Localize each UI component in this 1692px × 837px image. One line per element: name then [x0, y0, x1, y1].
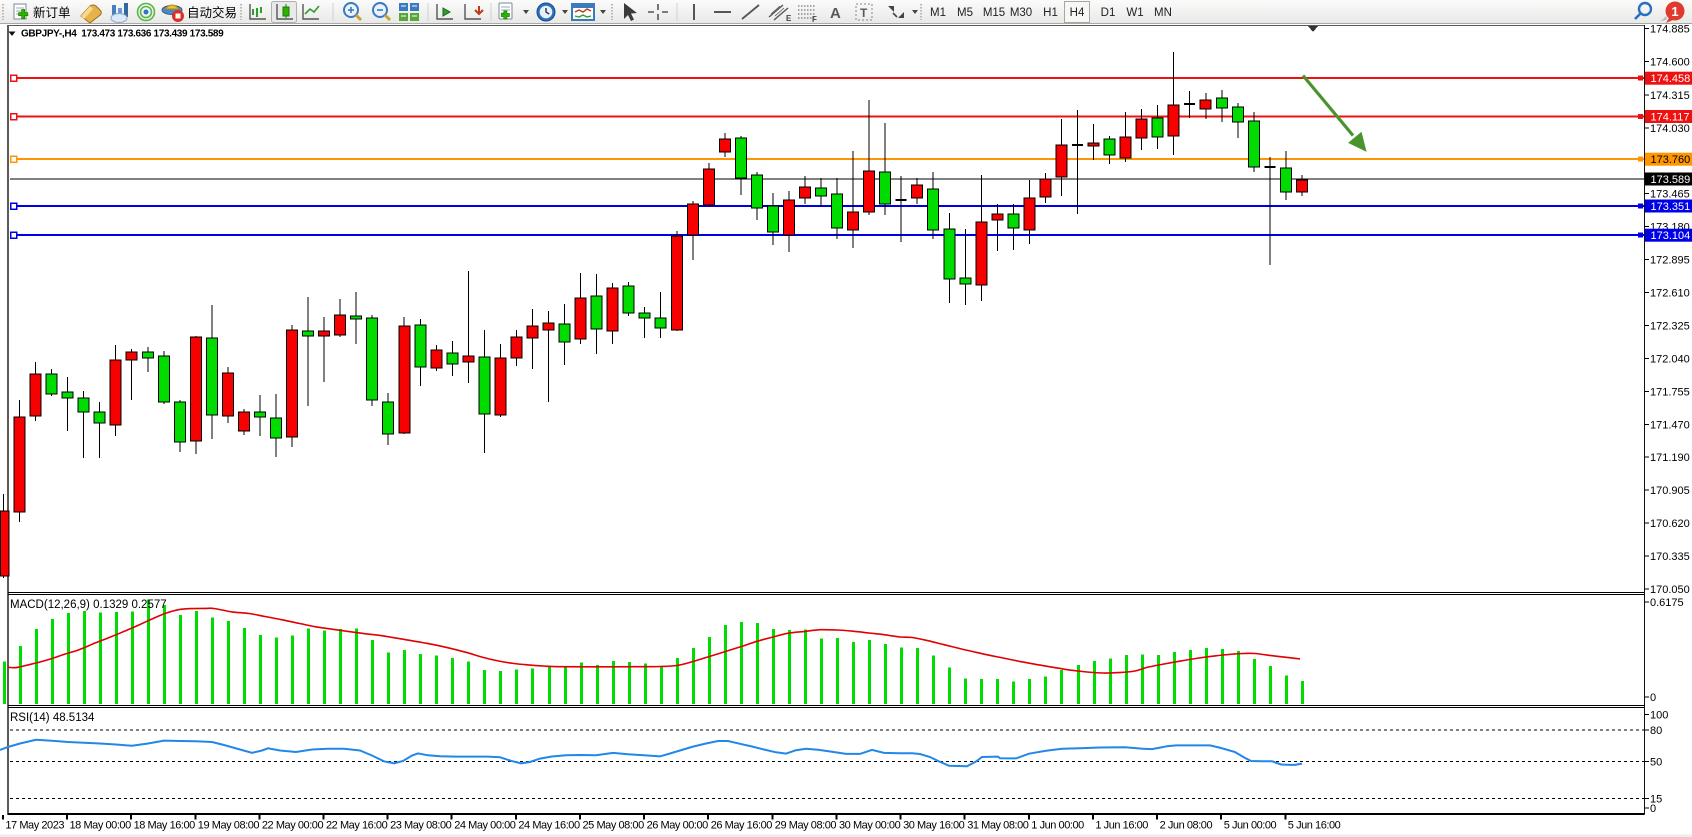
svg-text:5 Jun 00:00: 5 Jun 00:00 [1224, 820, 1277, 832]
svg-text:0: 0 [1650, 692, 1656, 704]
svg-text:E: E [786, 14, 792, 23]
svg-text:174.117: 174.117 [1651, 112, 1690, 124]
svg-text:18 May 00:00: 18 May 00:00 [70, 820, 132, 832]
svg-text:173.589: 173.589 [1651, 174, 1691, 186]
svg-text:M15: M15 [983, 7, 1005, 19]
svg-text:M5: M5 [957, 7, 973, 19]
svg-text:171.190: 171.190 [1650, 452, 1690, 464]
svg-text:170.335: 170.335 [1650, 551, 1690, 563]
svg-text:171.470: 171.470 [1650, 420, 1690, 432]
svg-text:170.905: 170.905 [1650, 485, 1690, 497]
svg-text:1: 1 [1671, 4, 1678, 19]
svg-text:173.465: 173.465 [1650, 188, 1690, 200]
svg-text:25 May 08:00: 25 May 08:00 [583, 820, 645, 832]
svg-text:174.458: 174.458 [1651, 73, 1691, 85]
svg-text:D1: D1 [1101, 7, 1116, 19]
svg-text:17 May 2023: 17 May 2023 [5, 820, 64, 832]
svg-text:26 May 16:00: 26 May 16:00 [711, 820, 773, 832]
svg-text:172.895: 172.895 [1650, 254, 1690, 266]
svg-text:19 May 08:00: 19 May 08:00 [198, 820, 260, 832]
svg-text:A: A [830, 5, 841, 22]
svg-text:5 Jun 16:00: 5 Jun 16:00 [1288, 820, 1341, 832]
svg-text:18 May 16:00: 18 May 16:00 [134, 820, 196, 832]
svg-text:H4: H4 [1070, 7, 1085, 19]
svg-text:1 Jun 16:00: 1 Jun 16:00 [1095, 820, 1148, 832]
svg-text:174.600: 174.600 [1650, 57, 1690, 69]
svg-text:173.351: 173.351 [1651, 201, 1691, 213]
svg-text:171.755: 171.755 [1650, 387, 1690, 399]
svg-text:0: 0 [1650, 803, 1656, 815]
svg-text:22 May 00:00: 22 May 00:00 [262, 820, 324, 832]
svg-text:26 May 00:00: 26 May 00:00 [647, 820, 709, 832]
svg-text:M1: M1 [930, 7, 946, 19]
svg-text:50: 50 [1650, 756, 1662, 768]
svg-text:2 Jun 08:00: 2 Jun 08:00 [1160, 820, 1213, 832]
svg-text:174.315: 174.315 [1650, 90, 1690, 102]
svg-text:31 May 08:00: 31 May 08:00 [967, 820, 1029, 832]
svg-text:0.6175: 0.6175 [1650, 597, 1684, 609]
svg-text:15: 15 [1650, 793, 1662, 805]
svg-text:172.325: 172.325 [1650, 320, 1690, 332]
svg-text:29 May 08:00: 29 May 08:00 [775, 820, 837, 832]
svg-text:23 May 08:00: 23 May 08:00 [390, 820, 452, 832]
svg-text:24 May 00:00: 24 May 00:00 [454, 820, 516, 832]
svg-text:174.030: 174.030 [1650, 123, 1690, 135]
svg-text:80: 80 [1650, 725, 1662, 737]
svg-text:M30: M30 [1010, 7, 1032, 19]
svg-text:MN: MN [1154, 7, 1172, 19]
svg-text:30 May 16:00: 30 May 16:00 [903, 820, 965, 832]
svg-text:30 May 00:00: 30 May 00:00 [839, 820, 901, 832]
svg-text:F: F [812, 15, 817, 24]
svg-text:170.620: 170.620 [1650, 518, 1690, 530]
svg-text:173.104: 173.104 [1651, 230, 1691, 242]
svg-text:W1: W1 [1126, 7, 1143, 19]
svg-text:22 May 16:00: 22 May 16:00 [326, 820, 388, 832]
svg-text:RSI(14) 48.5134: RSI(14) 48.5134 [10, 712, 95, 724]
svg-text:MACD(12,26,9) 0.1329 0.2577: MACD(12,26,9) 0.1329 0.2577 [10, 599, 167, 611]
svg-text:T: T [860, 6, 868, 20]
svg-text:100: 100 [1650, 710, 1668, 722]
svg-text:172.610: 172.610 [1650, 287, 1690, 299]
svg-text:新订单: 新订单 [33, 5, 71, 20]
svg-text:H1: H1 [1043, 7, 1058, 19]
svg-text:1 Jun 00:00: 1 Jun 00:00 [1031, 820, 1084, 832]
svg-text:24 May 16:00: 24 May 16:00 [518, 820, 580, 832]
svg-text:GBPJPY-,H4 173.473 173.636 17: GBPJPY-,H4 173.473 173.636 173.439 173.5… [21, 29, 224, 40]
svg-text:自动交易: 自动交易 [187, 5, 237, 20]
svg-text:174.885: 174.885 [1650, 24, 1690, 36]
svg-text:173.760: 173.760 [1651, 154, 1691, 166]
svg-text:170.050: 170.050 [1650, 584, 1690, 596]
svg-text:172.040: 172.040 [1650, 354, 1690, 366]
